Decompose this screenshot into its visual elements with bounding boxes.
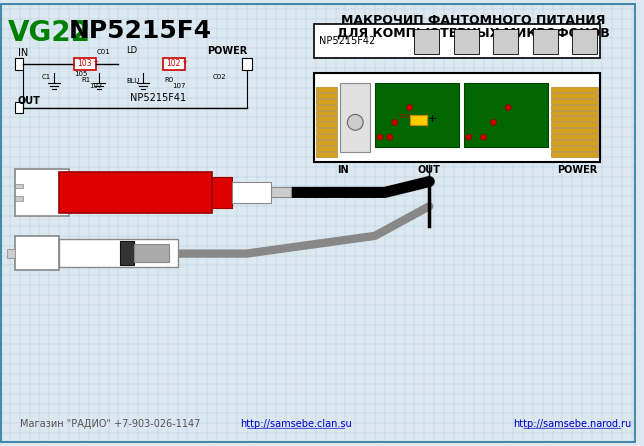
Circle shape bbox=[392, 120, 398, 125]
Bar bbox=[15, 169, 69, 216]
Bar bbox=[15, 196, 23, 201]
Text: NP5215F4: NP5215F4 bbox=[69, 19, 213, 43]
Bar bbox=[74, 58, 96, 70]
Bar bbox=[271, 187, 291, 197]
Bar bbox=[242, 58, 252, 70]
Bar bbox=[551, 146, 598, 151]
Bar bbox=[316, 111, 337, 116]
Bar bbox=[316, 128, 337, 133]
Bar bbox=[316, 152, 337, 157]
Bar bbox=[120, 241, 134, 265]
Bar bbox=[316, 134, 337, 139]
Text: C1: C1 bbox=[41, 74, 51, 80]
Circle shape bbox=[387, 134, 393, 140]
Bar bbox=[551, 93, 598, 98]
Text: NP5215F41: NP5215F41 bbox=[130, 93, 186, 103]
Bar bbox=[59, 172, 212, 213]
Text: http://samsebe.narod.ru: http://samsebe.narod.ru bbox=[513, 419, 632, 429]
Bar bbox=[7, 249, 15, 257]
Text: 102: 102 bbox=[167, 58, 181, 68]
Bar bbox=[15, 102, 23, 113]
Bar bbox=[163, 58, 185, 70]
Text: ДЛЯ КОМПЬЮТЕРНЫХ МИКРОФОНОВ: ДЛЯ КОМПЬЮТЕРНЫХ МИКРОФОНОВ bbox=[337, 27, 610, 40]
Bar bbox=[551, 116, 598, 121]
Bar bbox=[375, 83, 459, 147]
Text: NP5215F42: NP5215F42 bbox=[319, 37, 375, 46]
Text: +: + bbox=[428, 114, 437, 124]
Bar bbox=[134, 244, 169, 263]
Bar bbox=[316, 104, 337, 110]
Bar bbox=[15, 236, 59, 270]
Text: +: + bbox=[93, 59, 99, 65]
Text: R1: R1 bbox=[81, 77, 90, 83]
Text: IN: IN bbox=[337, 165, 349, 175]
Text: LD: LD bbox=[126, 46, 137, 55]
Text: R0: R0 bbox=[165, 77, 174, 83]
Text: C02: C02 bbox=[212, 74, 226, 80]
Bar bbox=[551, 87, 598, 92]
Text: 103: 103 bbox=[78, 58, 92, 68]
Bar bbox=[232, 182, 271, 203]
Text: МАКРОЧИП ФАНТОМНОГО ПИТАНИЯ: МАКРОЧИП ФАНТОМНОГО ПИТАНИЯ bbox=[341, 14, 606, 27]
Bar bbox=[316, 93, 337, 98]
Bar bbox=[15, 183, 23, 189]
Bar bbox=[316, 116, 337, 121]
Bar bbox=[551, 122, 598, 127]
Text: POWER: POWER bbox=[207, 46, 247, 56]
Bar bbox=[59, 239, 178, 268]
Text: 105: 105 bbox=[74, 71, 88, 77]
Bar bbox=[551, 111, 598, 116]
Text: http://samsebe.clan.su: http://samsebe.clan.su bbox=[240, 419, 352, 429]
Text: POWER: POWER bbox=[557, 165, 598, 175]
Circle shape bbox=[506, 104, 511, 111]
Bar bbox=[493, 29, 518, 54]
Text: OUT: OUT bbox=[418, 165, 440, 175]
Bar bbox=[573, 29, 597, 54]
Bar bbox=[314, 24, 600, 58]
Bar bbox=[316, 146, 337, 151]
Bar bbox=[212, 177, 232, 208]
Text: 107: 107 bbox=[173, 83, 186, 89]
Text: 103: 103 bbox=[399, 114, 410, 119]
Text: 107: 107 bbox=[89, 83, 102, 89]
Bar bbox=[15, 58, 23, 70]
Bar bbox=[551, 104, 598, 110]
Text: +: + bbox=[182, 59, 187, 65]
Bar bbox=[464, 83, 547, 147]
Bar bbox=[551, 99, 598, 103]
Text: Магазин "РАДИО" +7-903-026-1147: Магазин "РАДИО" +7-903-026-1147 bbox=[20, 419, 200, 429]
Bar bbox=[316, 99, 337, 103]
Text: BLU: BLU bbox=[126, 78, 140, 84]
Bar bbox=[415, 29, 439, 54]
Circle shape bbox=[406, 104, 413, 111]
Bar bbox=[551, 152, 598, 157]
Text: C01: C01 bbox=[97, 49, 111, 55]
Text: OUT: OUT bbox=[18, 96, 41, 106]
Bar bbox=[551, 134, 598, 139]
Bar bbox=[316, 122, 337, 127]
Bar bbox=[341, 83, 370, 152]
Circle shape bbox=[480, 134, 486, 140]
Bar bbox=[551, 140, 598, 145]
Bar bbox=[316, 87, 337, 92]
Bar bbox=[314, 73, 600, 162]
Bar bbox=[410, 116, 428, 125]
Text: VG22: VG22 bbox=[8, 19, 91, 47]
Circle shape bbox=[466, 134, 471, 140]
Circle shape bbox=[377, 134, 383, 140]
Bar bbox=[454, 29, 478, 54]
Circle shape bbox=[347, 115, 363, 130]
Text: IN: IN bbox=[18, 48, 28, 58]
Circle shape bbox=[491, 120, 497, 125]
Bar bbox=[551, 128, 598, 133]
Bar bbox=[533, 29, 558, 54]
Bar bbox=[316, 140, 337, 145]
